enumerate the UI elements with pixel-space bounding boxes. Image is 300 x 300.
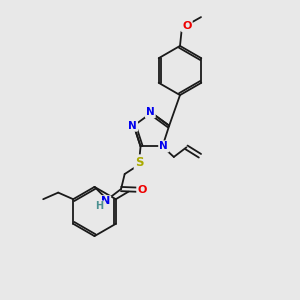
Text: S: S [135,155,143,169]
Text: O: O [182,21,192,31]
Text: N: N [159,141,168,152]
Text: N: N [128,121,137,131]
Text: N: N [101,196,110,206]
Text: O: O [137,184,147,195]
Text: H: H [95,201,103,212]
Text: N: N [146,107,155,117]
